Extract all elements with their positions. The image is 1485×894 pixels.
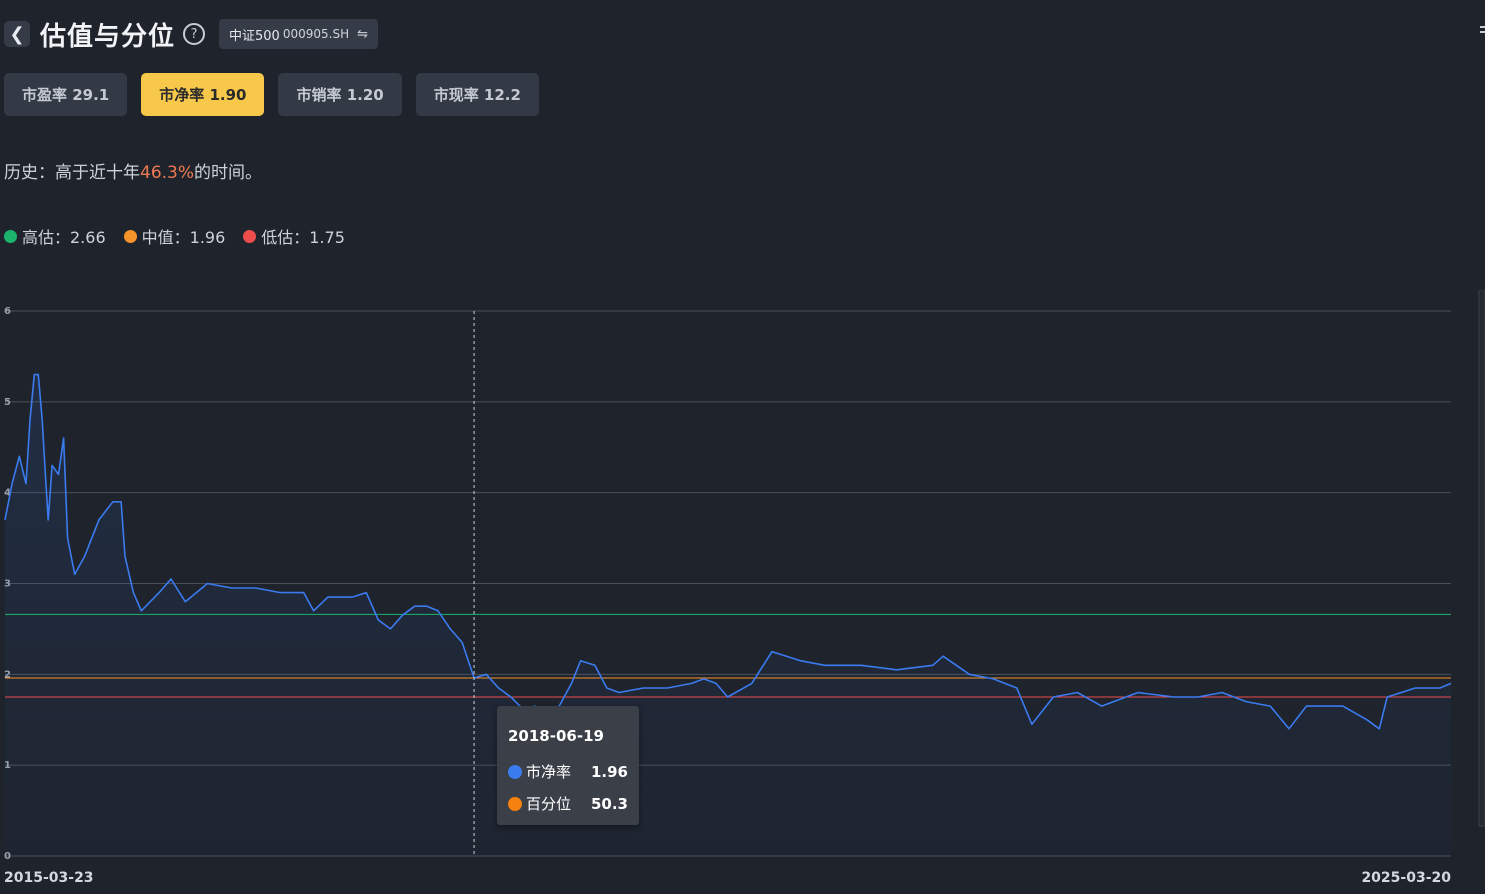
question-circle-icon[interactable]: ?	[183, 23, 206, 45]
series-area	[5, 374, 1451, 856]
y-tick-label: 4	[4, 488, 11, 499]
legend-label-low: 低估：1.75	[261, 228, 345, 247]
header: ❮ 估值与分位 ? 中证500 000905.SH ⇋	[4, 18, 379, 52]
menu-icon[interactable]	[1480, 26, 1485, 38]
y-tick-label: 0	[4, 851, 11, 862]
tab-ps[interactable]: 市销率 1.20	[278, 73, 402, 116]
tooltip-value-percentile: 50.3	[590, 794, 628, 813]
tab-pcf[interactable]: 市现率 12.2	[415, 73, 539, 116]
index-code: 000905.SH	[282, 27, 350, 41]
tooltip-row-percentile: 百分位 50.3	[508, 793, 628, 814]
history-summary: 历史：高于近十年46.3%的时间。	[4, 158, 262, 183]
y-tick-label: 5	[4, 397, 11, 408]
legend-label-high: 高估：2.66	[22, 228, 106, 247]
zoom-slider-track	[1478, 290, 1485, 827]
index-name: 中证500	[229, 28, 280, 44]
tooltip-value-pb: 1.96	[590, 762, 628, 781]
legend-low: 低估：1.75	[243, 224, 345, 248]
x-tick-label: 2015-03-23	[4, 870, 94, 886]
tab-pe[interactable]: 市盈率 29.1	[4, 73, 128, 116]
chevron-left-icon: ❮	[9, 23, 25, 45]
threshold-legend: 高估：2.66 中值：1.96 低估：1.75	[4, 224, 345, 248]
tooltip-label-pb: 市净率	[526, 763, 572, 781]
metric-tabs: 市盈率 29.1 市净率 1.90 市销率 1.20 市现率 12.2	[4, 73, 539, 116]
tooltip-dot-pb	[508, 764, 522, 779]
swap-arrows-icon: ⇋	[357, 26, 369, 42]
y-tick-label: 6	[4, 306, 11, 317]
legend-dot-low	[243, 229, 257, 243]
tooltip-label-percentile: 百分位	[526, 795, 572, 813]
chart-tooltip: 2018-06-19 市净率 1.96 百分位 50.3	[497, 706, 639, 825]
tooltip-date: 2018-06-19	[508, 727, 604, 745]
history-prefix: 历史：高于近十年	[4, 163, 140, 183]
page-title: 估值与分位	[40, 21, 176, 52]
legend-label-mid: 中值：1.96	[141, 228, 226, 247]
index-selector-button[interactable]: 中证500 000905.SH ⇋	[219, 19, 379, 49]
history-percent: 46.3%	[140, 163, 195, 183]
history-suffix: 的时间。	[194, 163, 263, 183]
legend-dot-mid	[123, 229, 137, 243]
tooltip-row-pb: 市净率 1.96	[508, 761, 628, 782]
tooltip-dot-percentile	[508, 796, 522, 811]
back-button[interactable]: ❮	[4, 21, 30, 47]
tab-pb[interactable]: 市净率 1.90	[141, 73, 265, 116]
series-line	[4, 373, 1452, 730]
x-tick-label: 2025-03-20	[1361, 870, 1451, 886]
legend-high: 高估：2.66	[4, 224, 106, 248]
legend-dot-high	[4, 229, 17, 243]
legend-mid: 中值：1.96	[123, 224, 226, 248]
